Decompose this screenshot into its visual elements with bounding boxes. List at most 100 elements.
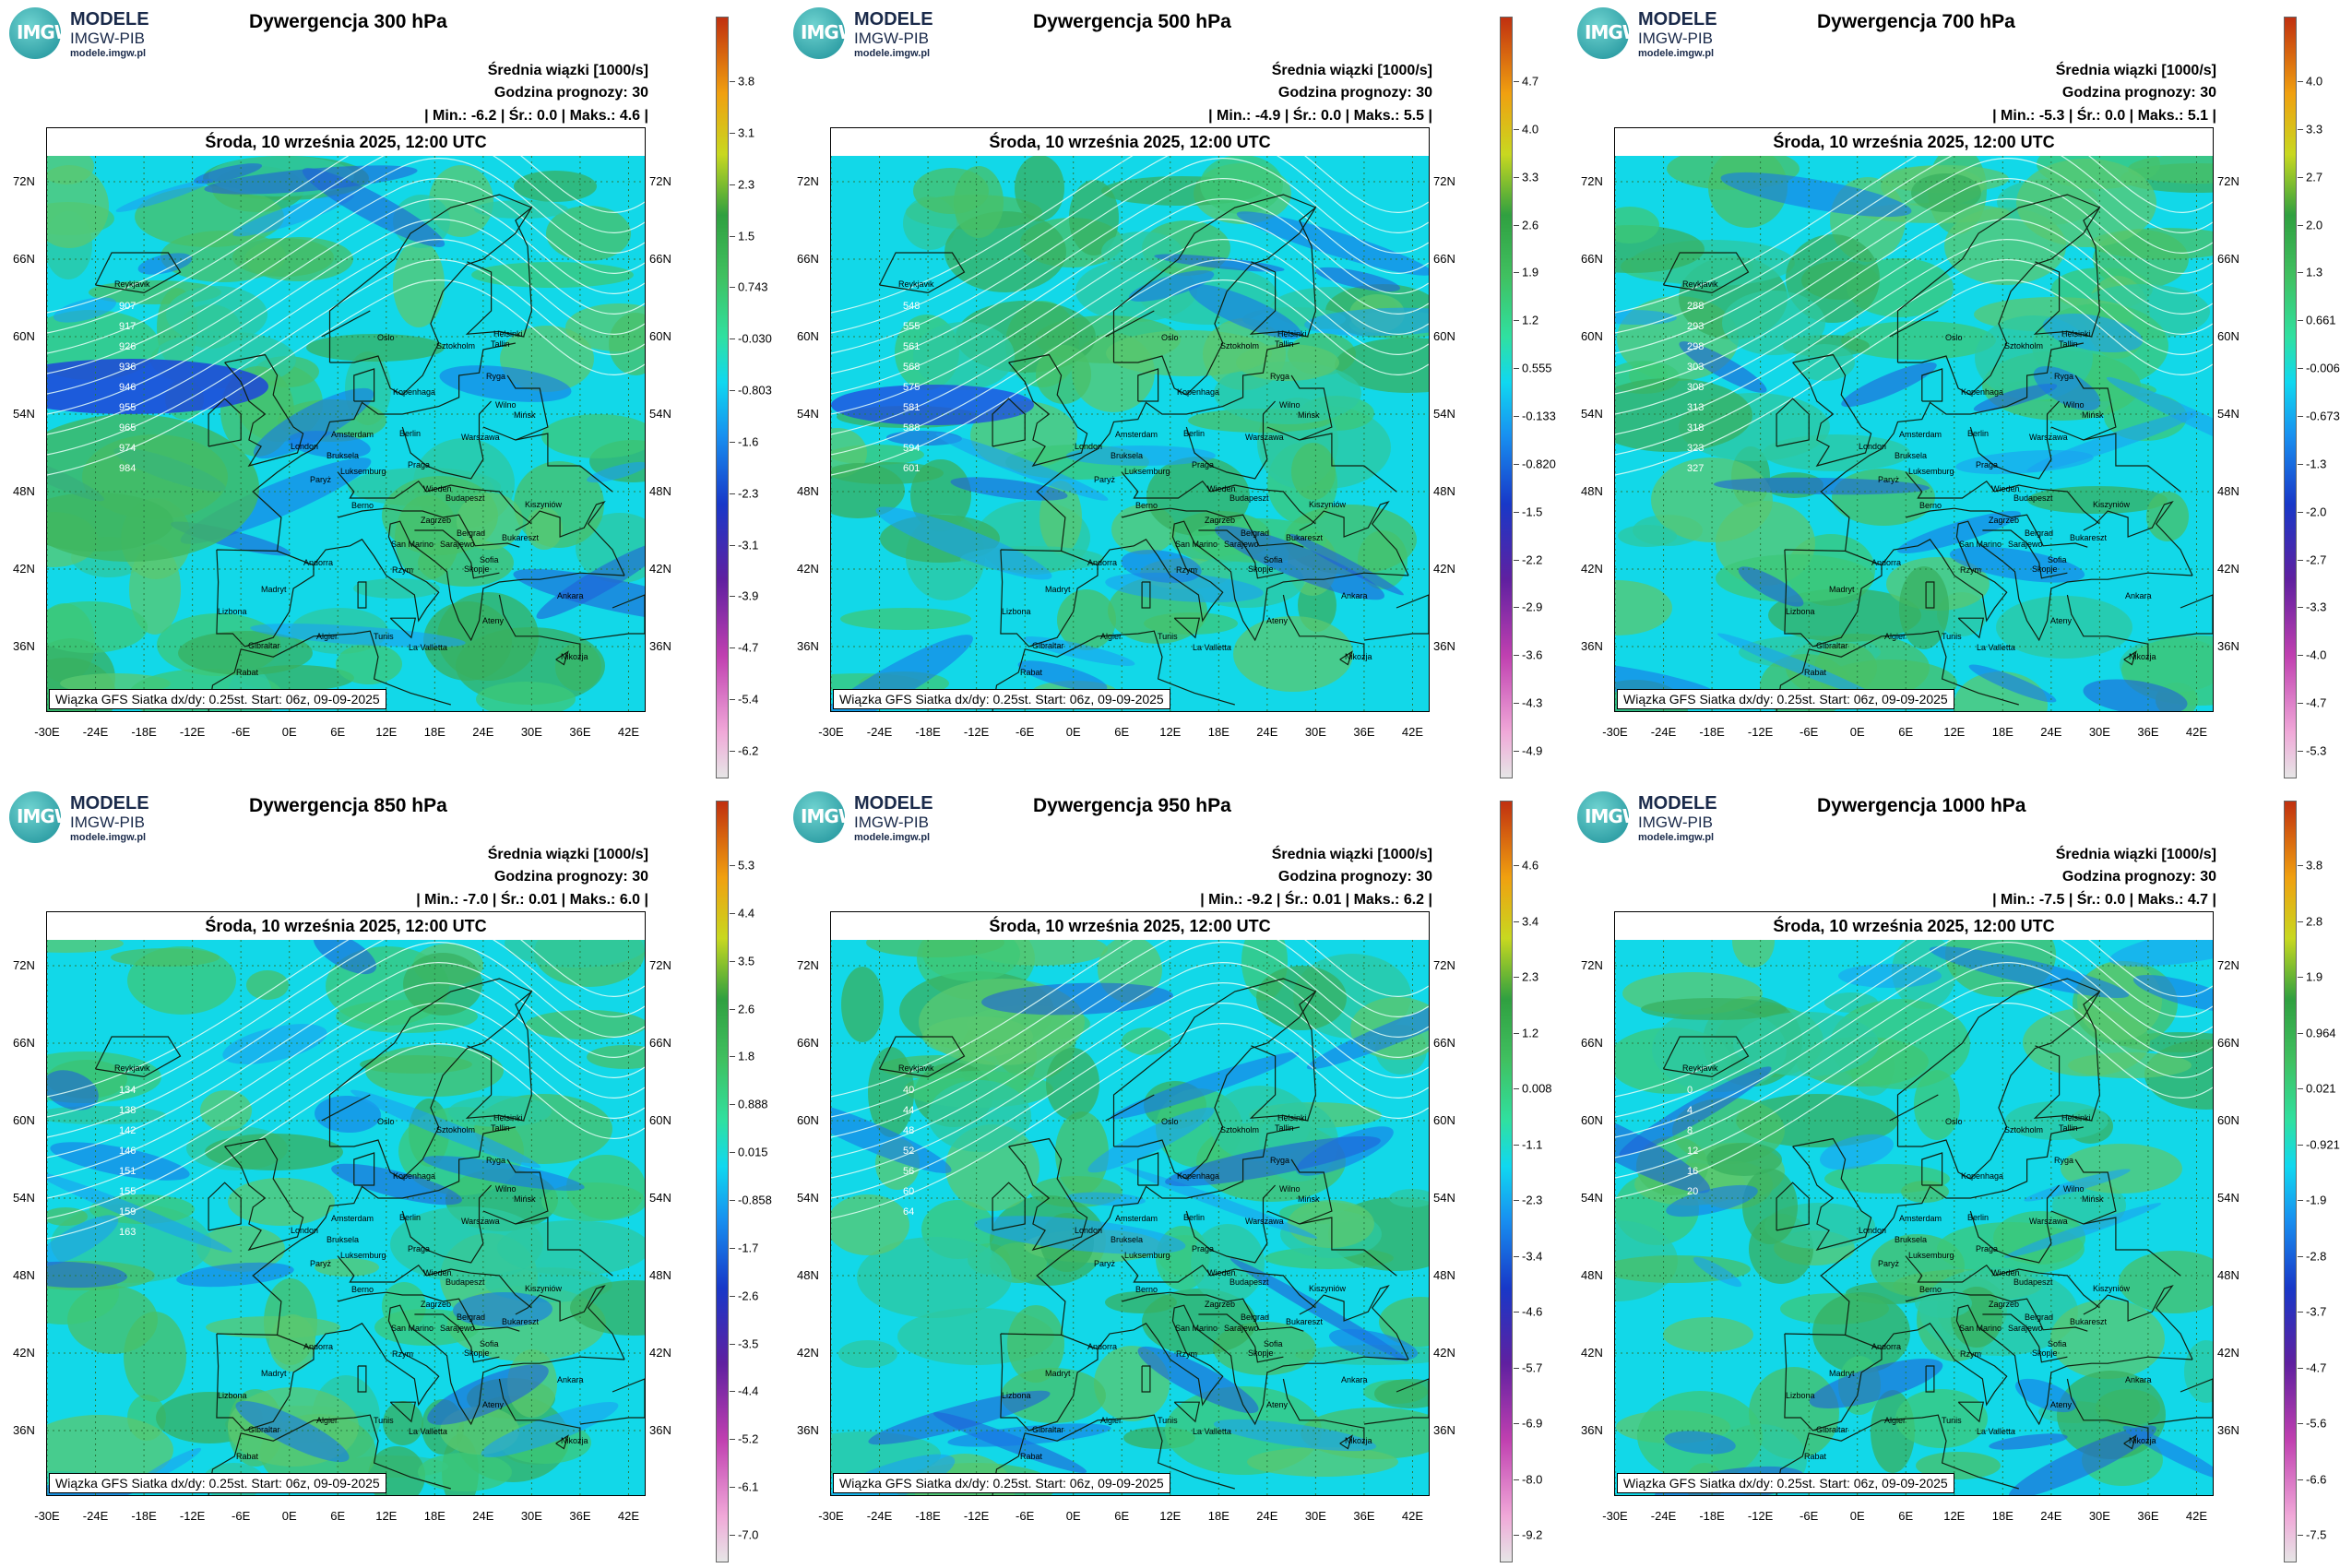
scale-tick-label: -3.9 xyxy=(738,588,759,603)
scale-tick-mark xyxy=(730,865,735,866)
city-label: Amsterdam xyxy=(1115,1214,1158,1223)
city-label: Algier xyxy=(1884,632,1906,641)
svg-text:20: 20 xyxy=(1687,1186,1698,1197)
city-label: Skopje xyxy=(1248,1348,1274,1358)
map-area[interactable]: 134 138 142 146 151 155 159 163 Oslo Sztokholm Hel… xyxy=(47,940,645,1495)
lat-label: 54N xyxy=(2217,407,2239,421)
scale-tick-label: 4.4 xyxy=(738,906,755,921)
city-label: Ankara xyxy=(557,591,584,600)
scale-tick-label: 4.0 xyxy=(1522,122,1539,137)
scale-tick-mark xyxy=(1514,559,1519,561)
city-label: Tallin xyxy=(2059,339,2078,349)
city-label: Belgrad xyxy=(2025,1313,2053,1322)
city-label: Zagrzeb xyxy=(1989,516,2019,525)
svg-text:60: 60 xyxy=(903,1186,914,1197)
scale-tick-label: 4.7 xyxy=(1522,74,1539,89)
scale-tick-mark xyxy=(2298,272,2303,274)
city-label: La Valletta xyxy=(409,1427,447,1436)
lon-label: -24E xyxy=(82,1509,109,1523)
scale-tick-label: -1.5 xyxy=(1522,505,1543,519)
scale-tick-mark xyxy=(730,1439,735,1441)
scale-tick-mark xyxy=(730,699,735,701)
map-area[interactable]: 40 44 48 52 56 60 64 Oslo Sztokholm Helsinki Talli… xyxy=(831,940,1429,1495)
map-area[interactable]: 288 293 298 303 308 313 318 323 327 Oslo Sztokholm… xyxy=(1615,156,2213,711)
stats-line: | Min.: -5.3 | Śr.: 0.0 | Maks.: 5.1 | xyxy=(1992,108,2216,124)
date-bar: Środa, 10 września 2025, 12:00 UTC xyxy=(47,128,645,157)
scale-tick-mark xyxy=(2298,1088,2303,1089)
logo-url: modele.imgw.pl xyxy=(70,48,147,59)
scale-tick-mark xyxy=(730,132,735,134)
lon-label: -18E xyxy=(131,725,157,739)
lat-label: 72N xyxy=(1433,174,1455,188)
lat-label: 72N xyxy=(797,958,819,972)
scale-tick-mark xyxy=(1514,511,1519,513)
scale-tick-label: -3.7 xyxy=(2306,1304,2327,1319)
lon-label: 18E xyxy=(423,1509,445,1523)
city-label: Bruksela xyxy=(327,1235,359,1244)
date-bar: Środa, 10 września 2025, 12:00 UTC xyxy=(1615,912,2213,941)
scale-tick-mark xyxy=(730,1200,735,1201)
scale-tick-label: 2.3 xyxy=(738,177,755,192)
lon-label: 6E xyxy=(1898,725,1914,739)
lon-label: 30E xyxy=(2088,725,2110,739)
logo-line-1: MODELE xyxy=(1638,793,1717,814)
city-label: Bruksela xyxy=(1111,1235,1143,1244)
scale-tick-label: -0.673 xyxy=(2306,409,2340,423)
city-label: Tunis xyxy=(1942,1416,1962,1425)
city-label: Bukareszt xyxy=(2070,533,2108,542)
city-label: Lizbona xyxy=(1002,1391,1031,1400)
scale-tick-mark xyxy=(2298,416,2303,417)
scale-tick-mark xyxy=(2298,655,2303,657)
city-label: Oslo xyxy=(1161,1117,1179,1126)
city-label: Andorra xyxy=(1087,558,1117,567)
color-scale-bar xyxy=(716,17,729,778)
imgw-logo[interactable]: IMGW MODELE IMGW-PIB modele.imgw.pl xyxy=(793,791,1005,847)
scale-tick-label: -6.1 xyxy=(738,1479,759,1494)
logo-url: modele.imgw.pl xyxy=(854,48,931,59)
lat-label: 60N xyxy=(649,1113,671,1127)
city-label: Ankara xyxy=(1341,591,1368,600)
scale-tick-label: -1.9 xyxy=(2306,1193,2327,1207)
city-label: Rzym xyxy=(392,1349,413,1359)
imgw-logo[interactable]: IMGW MODELE IMGW-PIB modele.imgw.pl xyxy=(793,7,1005,63)
imgw-logo[interactable]: IMGW MODELE IMGW-PIB modele.imgw.pl xyxy=(1577,7,1789,63)
lat-label: 60N xyxy=(649,329,671,343)
scale-tick-label: 3.4 xyxy=(1522,914,1539,928)
city-label: Ankara xyxy=(1341,1375,1368,1384)
lon-label: 30E xyxy=(1304,1509,1326,1523)
city-label: Tunis xyxy=(374,1416,394,1425)
lat-label: 66N xyxy=(1581,1036,1603,1050)
city-label: San Marino xyxy=(1959,540,2002,549)
map-area[interactable]: 548 555 561 568 575 581 588 594 601 Oslo Sztokholm… xyxy=(831,156,1429,711)
city-label: Skopje xyxy=(464,1348,490,1358)
city-label: Ankara xyxy=(2125,1375,2152,1384)
scale-tick-mark xyxy=(1514,463,1519,465)
scale-tick-mark xyxy=(730,912,735,914)
lat-label: 42N xyxy=(1433,1346,1455,1360)
imgw-logo[interactable]: IMGW MODELE IMGW-PIB modele.imgw.pl xyxy=(9,791,221,847)
city-label: Luksemburg xyxy=(1908,467,1954,476)
city-label: Ryga xyxy=(1270,1156,1289,1165)
color-scale-bar xyxy=(716,801,729,1562)
city-label: Oslo xyxy=(377,333,395,342)
imgw-logo[interactable]: IMGW MODELE IMGW-PIB modele.imgw.pl xyxy=(9,7,221,63)
imgw-logo[interactable]: IMGW MODELE IMGW-PIB modele.imgw.pl xyxy=(1577,791,1789,847)
map-area[interactable]: 0 4 8 12 16 20 Oslo Sztokholm Helsinki Tallin Ryga… xyxy=(1615,940,2213,1495)
map-area[interactable]: 907 917 926 936 946 955 965 974 984 Oslo Sztokholm… xyxy=(47,156,645,711)
scale-tick-label: -1.1 xyxy=(1522,1137,1543,1151)
city-label: Paryż xyxy=(1878,1259,1900,1268)
scale-tick-label: 0.015 xyxy=(738,1145,768,1159)
city-label: Kopenhaga xyxy=(1177,1171,1219,1181)
city-label: Mińsk xyxy=(2082,1194,2104,1204)
city-label: Ankara xyxy=(557,1375,584,1384)
city-label: Rabat xyxy=(1020,668,1043,677)
city-label: Belgrad xyxy=(457,529,485,538)
logo-url: modele.imgw.pl xyxy=(854,832,931,843)
logo-line-2: IMGW-PIB xyxy=(1638,814,1713,831)
field-name: Średnia wiązki [1000/s] xyxy=(2055,847,2216,862)
lon-label: 12E xyxy=(375,725,398,739)
city-label: Lizbona xyxy=(218,607,247,616)
scale-tick-label: -0.820 xyxy=(1522,457,1556,471)
date-bar: Środa, 10 września 2025, 12:00 UTC xyxy=(831,912,1429,941)
